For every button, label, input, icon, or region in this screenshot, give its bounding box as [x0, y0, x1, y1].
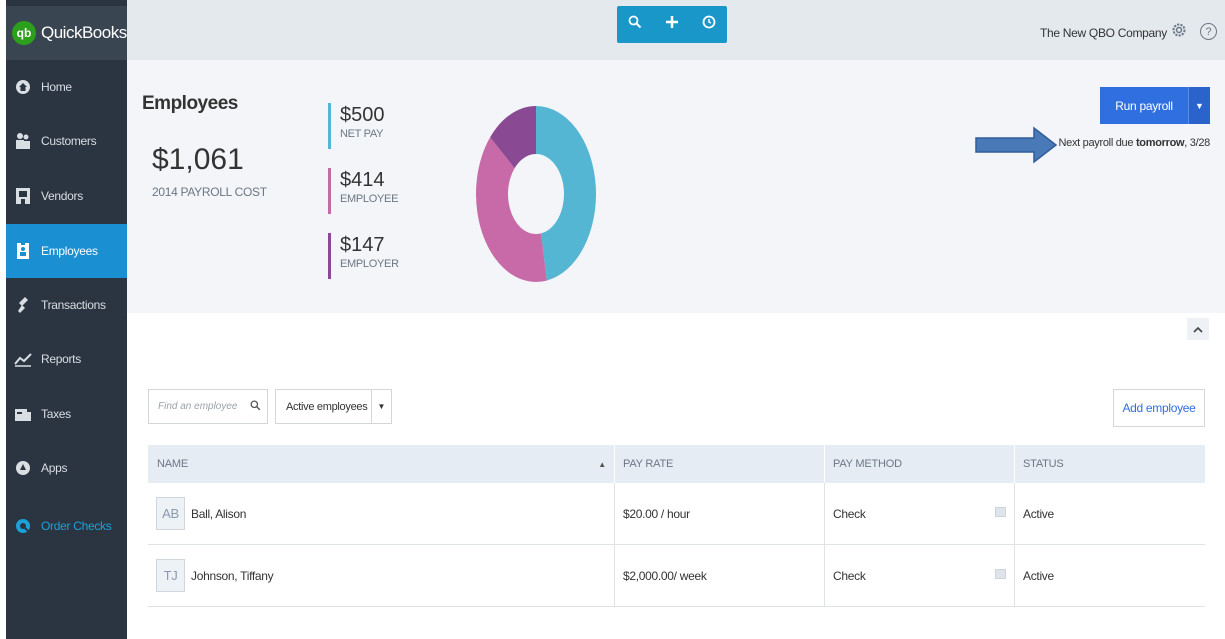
- arrow-icon: [975, 126, 1058, 164]
- sidebar-item-label: Employees: [41, 244, 98, 258]
- sidebar: qb QuickBooks Home Customers Vendors Emp…: [0, 0, 127, 639]
- sidebar-item-transactions[interactable]: Transactions: [6, 278, 127, 332]
- pay-method-cell: Check: [824, 545, 1014, 606]
- sidebar-item-label: Apps: [41, 461, 68, 475]
- employees-icon: [14, 242, 32, 260]
- table-row[interactable]: TJ Johnson, Tiffany $2,000.00/ week Chec…: [148, 545, 1205, 607]
- vendors-icon: [14, 187, 32, 205]
- sidebar-item-order-checks[interactable]: Order Checks: [6, 499, 127, 553]
- pay-method-value: Check: [833, 506, 866, 521]
- company-name[interactable]: The New QBO Company: [1039, 26, 1167, 40]
- net-pay-summary: $500 NET PAY: [328, 103, 448, 149]
- search-input[interactable]: [158, 401, 250, 412]
- next-payroll-prefix: Next payroll due: [1058, 137, 1136, 149]
- sidebar-item-home[interactable]: Home: [6, 60, 127, 114]
- sidebar-item-employees[interactable]: Employees: [6, 224, 127, 278]
- employee-status-filter[interactable]: Active employees ▼: [275, 389, 392, 424]
- sidebar-item-label: Home: [41, 80, 72, 94]
- employer-tax-amount: $147: [340, 234, 385, 256]
- employee-name[interactable]: Ball, Alison: [191, 506, 247, 521]
- status-filter-value[interactable]: Active employees: [286, 400, 368, 413]
- clock-icon[interactable]: [694, 15, 724, 34]
- help-icon[interactable]: ?: [1200, 23, 1217, 40]
- sidebar-item-label: Customers: [41, 134, 97, 148]
- sort-ascending-icon[interactable]: ▲: [598, 460, 606, 469]
- window-edge: [0, 0, 6, 639]
- sidebar-item-customers[interactable]: Customers: [6, 114, 127, 168]
- check-icon: [995, 569, 1006, 579]
- pay-rate-cell: $20.00 / hour: [614, 483, 824, 544]
- add-employee-button[interactable]: Add employee: [1113, 389, 1205, 427]
- column-header-pay-method[interactable]: PAY METHOD: [824, 445, 1014, 483]
- sidebar-item-reports[interactable]: Reports: [6, 332, 127, 386]
- collapse-summary-button[interactable]: [1187, 318, 1209, 340]
- table-header: NAME ▲ PAY RATE PAY METHOD STATUS: [148, 445, 1205, 483]
- home-icon: [14, 78, 32, 96]
- customers-icon: [14, 132, 32, 150]
- sidebar-item-vendors[interactable]: Vendors: [6, 169, 127, 223]
- donut-slice-net-pay: [536, 106, 596, 281]
- net-pay-label: NET PAY: [340, 128, 384, 140]
- net-pay-amount: $500: [340, 104, 385, 126]
- column-header-pay-rate[interactable]: PAY RATE: [614, 445, 824, 483]
- employee-name-cell[interactable]: TJ Johnson, Tiffany: [148, 545, 614, 606]
- pay-rate-cell: $2,000.00/ week: [614, 545, 824, 606]
- payroll-donut-chart: [476, 106, 596, 282]
- avatar: AB: [156, 497, 185, 530]
- sidebar-item-label: Reports: [41, 352, 81, 366]
- reports-icon: [14, 350, 32, 368]
- next-payroll-day: tomorrow: [1135, 137, 1185, 149]
- logo-text: QuickBooks: [41, 23, 127, 42]
- search-icon[interactable]: [620, 15, 650, 34]
- sidebar-item-taxes[interactable]: Taxes: [6, 387, 127, 441]
- donut-slice-employee: [476, 137, 547, 282]
- employee-search[interactable]: [148, 389, 268, 424]
- pay-method-value: Check: [833, 568, 866, 583]
- check-icon: [995, 507, 1006, 517]
- chevron-down-icon[interactable]: ▼: [1188, 87, 1210, 124]
- employee-name[interactable]: Johnson, Tiffany: [191, 568, 274, 583]
- pay-method-cell: Check: [824, 483, 1014, 544]
- next-payroll-date: , 3/28: [1184, 137, 1210, 149]
- search-icon[interactable]: [250, 400, 261, 414]
- order-checks-icon: [14, 517, 32, 535]
- employee-tax-label: EMPLOYEE: [340, 193, 399, 205]
- gear-icon[interactable]: [1171, 22, 1187, 43]
- employee-tax-summary: $414 EMPLOYEE: [328, 168, 448, 214]
- total-payroll-label: 2014 PAYROLL COST: [152, 185, 267, 199]
- sidebar-item-label: Vendors: [41, 189, 83, 203]
- avatar: TJ: [156, 559, 185, 592]
- sidebar-item-label: Order Checks: [41, 519, 112, 533]
- sidebar-item-apps[interactable]: Apps: [6, 441, 127, 495]
- donut-slice-employer: [490, 106, 536, 169]
- column-header-status[interactable]: STATUS: [1014, 445, 1205, 483]
- quickbooks-logo[interactable]: qb QuickBooks: [6, 6, 127, 60]
- run-payroll-button[interactable]: Run payroll ▼: [1100, 87, 1210, 124]
- sidebar-item-label: Transactions: [41, 298, 106, 312]
- employees-table: NAME ▲ PAY RATE PAY METHOD STATUS AB Bal…: [148, 445, 1205, 607]
- page-title: Employees: [142, 93, 238, 114]
- run-payroll-label[interactable]: Run payroll: [1100, 87, 1188, 124]
- payroll-summary: Employees $1,061 2014 PAYROLL COST $500 …: [127, 60, 1225, 313]
- employee-tax-amount: $414: [340, 169, 385, 191]
- top-bar: The New QBO Company ?: [127, 0, 1225, 60]
- total-payroll-cost: $1,061: [152, 143, 244, 176]
- status-cell: Active: [1014, 545, 1205, 606]
- status-cell: Active: [1014, 483, 1205, 544]
- sidebar-item-label: Taxes: [41, 407, 71, 421]
- chevron-down-icon[interactable]: ▼: [371, 390, 391, 423]
- taxes-icon: [14, 405, 32, 423]
- employee-name-cell[interactable]: AB Ball, Alison: [148, 483, 614, 544]
- quickbooks-logo-icon: qb: [12, 21, 36, 45]
- table-row[interactable]: AB Ball, Alison $20.00 / hour Check Acti…: [148, 483, 1205, 545]
- quick-tools: [617, 6, 727, 43]
- column-header-name[interactable]: NAME ▲: [148, 458, 614, 470]
- employer-tax-summary: $147 EMPLOYER: [328, 233, 448, 279]
- apps-icon: [14, 459, 32, 477]
- employer-tax-label: EMPLOYER: [340, 258, 399, 270]
- next-payroll-notice: Next payroll due tomorrow, 3/28: [1058, 137, 1210, 149]
- column-header-label: NAME: [157, 458, 188, 470]
- plus-icon[interactable]: [657, 15, 687, 34]
- transactions-icon: [14, 296, 32, 314]
